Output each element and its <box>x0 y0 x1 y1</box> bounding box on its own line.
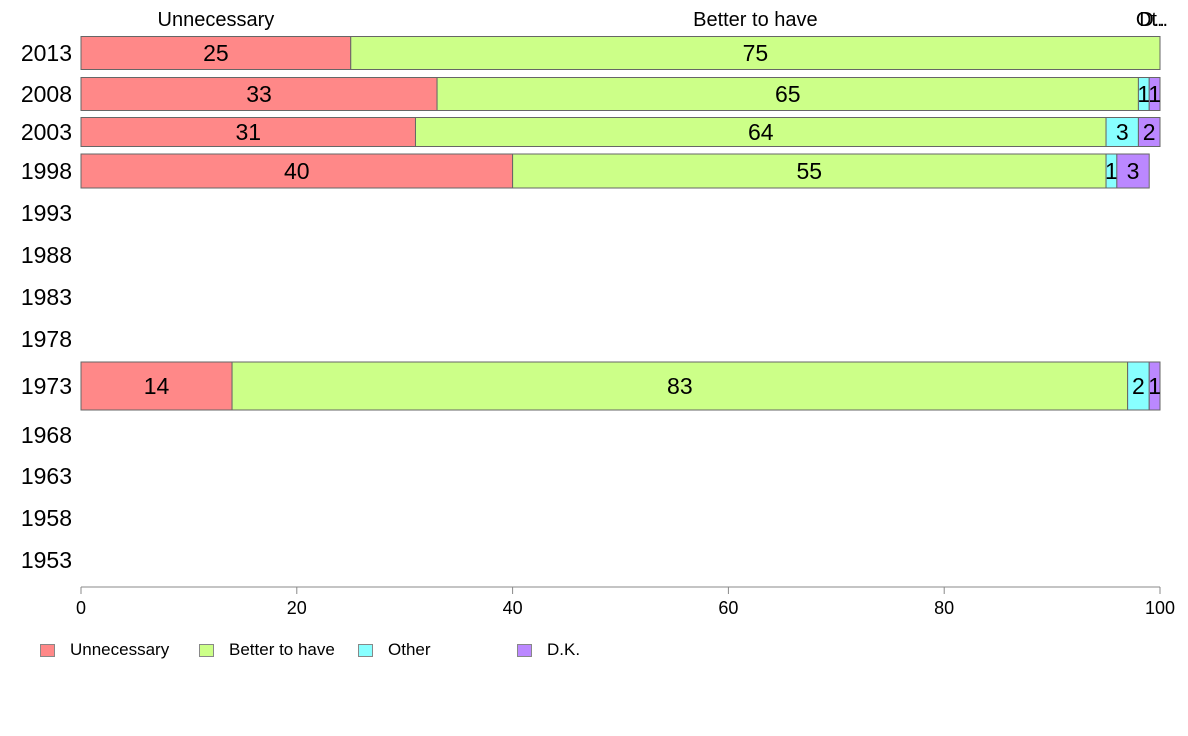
bar-2013-unnecessary <box>80 36 352 70</box>
y-tick-label-1983: 1983 <box>21 284 72 310</box>
bar-2008-better-to-have <box>436 77 1139 111</box>
bar-1998-unnecessary <box>80 153 514 189</box>
bar-1998-better-to-have <box>512 153 1107 189</box>
legend-label-better-to-have: Better to have <box>229 640 335 659</box>
y-tick-label-1953: 1953 <box>21 547 72 573</box>
bar-2003-other <box>1105 117 1139 147</box>
legend-swatch-dk <box>517 644 532 657</box>
bar-label-2008-unnecessary: 33 <box>246 81 272 107</box>
legend-swatch-other <box>358 644 373 657</box>
bar-label-1998-better-to-have: 55 <box>797 158 823 184</box>
bar-label-2003-unnecessary: 31 <box>235 119 261 145</box>
y-tick-label-1978: 1978 <box>21 326 72 352</box>
x-tick-label-100: 100 <box>1145 598 1175 618</box>
bar-2008-d-k <box>1148 77 1161 111</box>
bar-label-2008-better-to-have: 65 <box>775 81 801 107</box>
y-tick-label-2013: 2013 <box>21 40 72 66</box>
y-tick-label-1998: 1998 <box>21 158 72 184</box>
y-tick-label-1993: 1993 <box>21 200 72 226</box>
x-tick-label-0: 0 <box>76 598 86 618</box>
x-tick-label-20: 20 <box>287 598 307 618</box>
bar-label-2008-other: 1 <box>1137 81 1150 107</box>
y-tick-label-1973: 1973 <box>21 373 72 399</box>
y-tick-label-1968: 1968 <box>21 422 72 448</box>
bar-label-1973-better-to-have: 83 <box>667 373 693 399</box>
bar-2003-d-k <box>1137 117 1161 147</box>
top-label-d: D.. <box>1139 9 1165 31</box>
y-tick-label-1988: 1988 <box>21 242 72 268</box>
top-label-unnecessary: Unnecessary <box>158 9 275 31</box>
y-tick-label-1963: 1963 <box>21 463 72 489</box>
legend-swatch-better-to-have <box>199 644 214 657</box>
bar-1998-d-k <box>1116 153 1150 189</box>
legend-label-other: Other <box>388 640 431 659</box>
x-tick-label-60: 60 <box>718 598 738 618</box>
bar-label-2003-other: 3 <box>1116 119 1129 145</box>
x-tick-label-80: 80 <box>934 598 954 618</box>
bar-label-1973-other: 2 <box>1132 373 1145 399</box>
bar-1973-better-to-have <box>231 361 1129 411</box>
top-label-better-to-have: Better to have <box>693 9 818 31</box>
bar-2003-better-to-have <box>414 117 1107 147</box>
bar-1973-unnecessary <box>80 361 233 411</box>
y-tick-label-2008: 2008 <box>21 81 72 107</box>
bar-1973-d-k <box>1148 361 1161 411</box>
bar-2008-unnecessary <box>80 77 438 111</box>
bar-label-1973-unnecessary: 14 <box>144 373 170 399</box>
top-label-ot: Ot.. <box>1136 9 1168 31</box>
y-tick-label-1958: 1958 <box>21 505 72 531</box>
bar-label-2013-better-to-have: 75 <box>743 40 769 66</box>
bar-label-1998-unnecessary: 40 <box>284 158 310 184</box>
bar-label-2003-d-k: 2 <box>1143 119 1156 145</box>
bar-label-2008-d-k: 1 <box>1148 81 1161 107</box>
y-tick-label-2003: 2003 <box>21 119 72 145</box>
bar-label-1998-other: 1 <box>1105 158 1118 184</box>
bar-2013-better-to-have <box>350 36 1161 70</box>
bar-2003-unnecessary <box>80 117 416 147</box>
bar-label-2003-better-to-have: 64 <box>748 119 774 145</box>
legend-label-unnecessary: Unnecessary <box>70 640 170 659</box>
bar-label-1973-d-k: 1 <box>1148 373 1161 399</box>
x-tick-label-40: 40 <box>503 598 523 618</box>
legend-swatch-unnecessary <box>40 644 55 657</box>
bar-label-1998-d-k: 3 <box>1127 158 1140 184</box>
legend-label-dk: D.K. <box>547 640 581 659</box>
bar-label-2013-unnecessary: 25 <box>203 40 229 66</box>
